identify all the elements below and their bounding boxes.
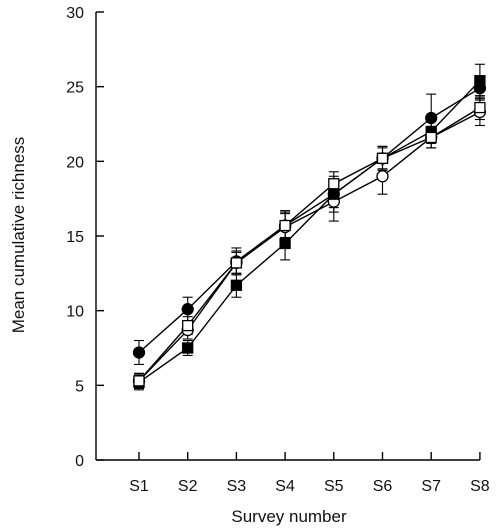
series-4-point bbox=[279, 219, 291, 232]
y-tick-label: 25 bbox=[66, 80, 84, 97]
series-1-line bbox=[138, 87, 481, 354]
x-tick-label: S7 bbox=[421, 478, 441, 495]
series-1-point bbox=[425, 111, 438, 125]
series-4-point bbox=[425, 131, 437, 144]
y-tick-label: 0 bbox=[75, 453, 84, 470]
series-3-point bbox=[182, 342, 194, 354]
series-3-point bbox=[230, 279, 243, 291]
x-axis-title: Survey number bbox=[231, 507, 347, 526]
x-tick-label: S4 bbox=[275, 478, 295, 495]
x-tick-label: S8 bbox=[470, 478, 490, 495]
series-1-point bbox=[181, 303, 194, 316]
series-4-point bbox=[133, 375, 145, 387]
y-tick-label: 30 bbox=[66, 5, 84, 22]
x-tick-label: S6 bbox=[373, 478, 393, 495]
x-tick-label: S5 bbox=[324, 478, 344, 495]
y-tick-label: 15 bbox=[66, 229, 84, 246]
series-4-point bbox=[376, 152, 389, 164]
series-3-point bbox=[474, 75, 486, 87]
series-2-point bbox=[376, 170, 389, 183]
series-3-line bbox=[138, 80, 481, 383]
x-tick-label: S1 bbox=[129, 478, 149, 495]
series-4-point bbox=[328, 178, 340, 190]
y-tick-label: 5 bbox=[75, 378, 84, 395]
series-4-point bbox=[474, 101, 486, 114]
series-4-line bbox=[138, 107, 481, 382]
series-3-point bbox=[279, 237, 291, 250]
y-axis-title: Mean cumulative richness bbox=[9, 137, 28, 334]
series-3-point bbox=[328, 188, 340, 200]
axes: 0 5 10 15 20 25 30 S1 S2 S3 S4 S5 S6 S7 S8 bbox=[66, 5, 490, 495]
series-4-point bbox=[182, 319, 194, 332]
y-tick-label: 10 bbox=[66, 304, 84, 321]
x-tick-label: S3 bbox=[227, 478, 247, 495]
y-tick-label: 20 bbox=[66, 154, 84, 171]
x-tick-label: S2 bbox=[178, 478, 198, 495]
series-4-point bbox=[230, 257, 243, 269]
series-1-point bbox=[132, 346, 146, 359]
series-2-line bbox=[138, 111, 481, 382]
series-layer bbox=[132, 63, 487, 391]
